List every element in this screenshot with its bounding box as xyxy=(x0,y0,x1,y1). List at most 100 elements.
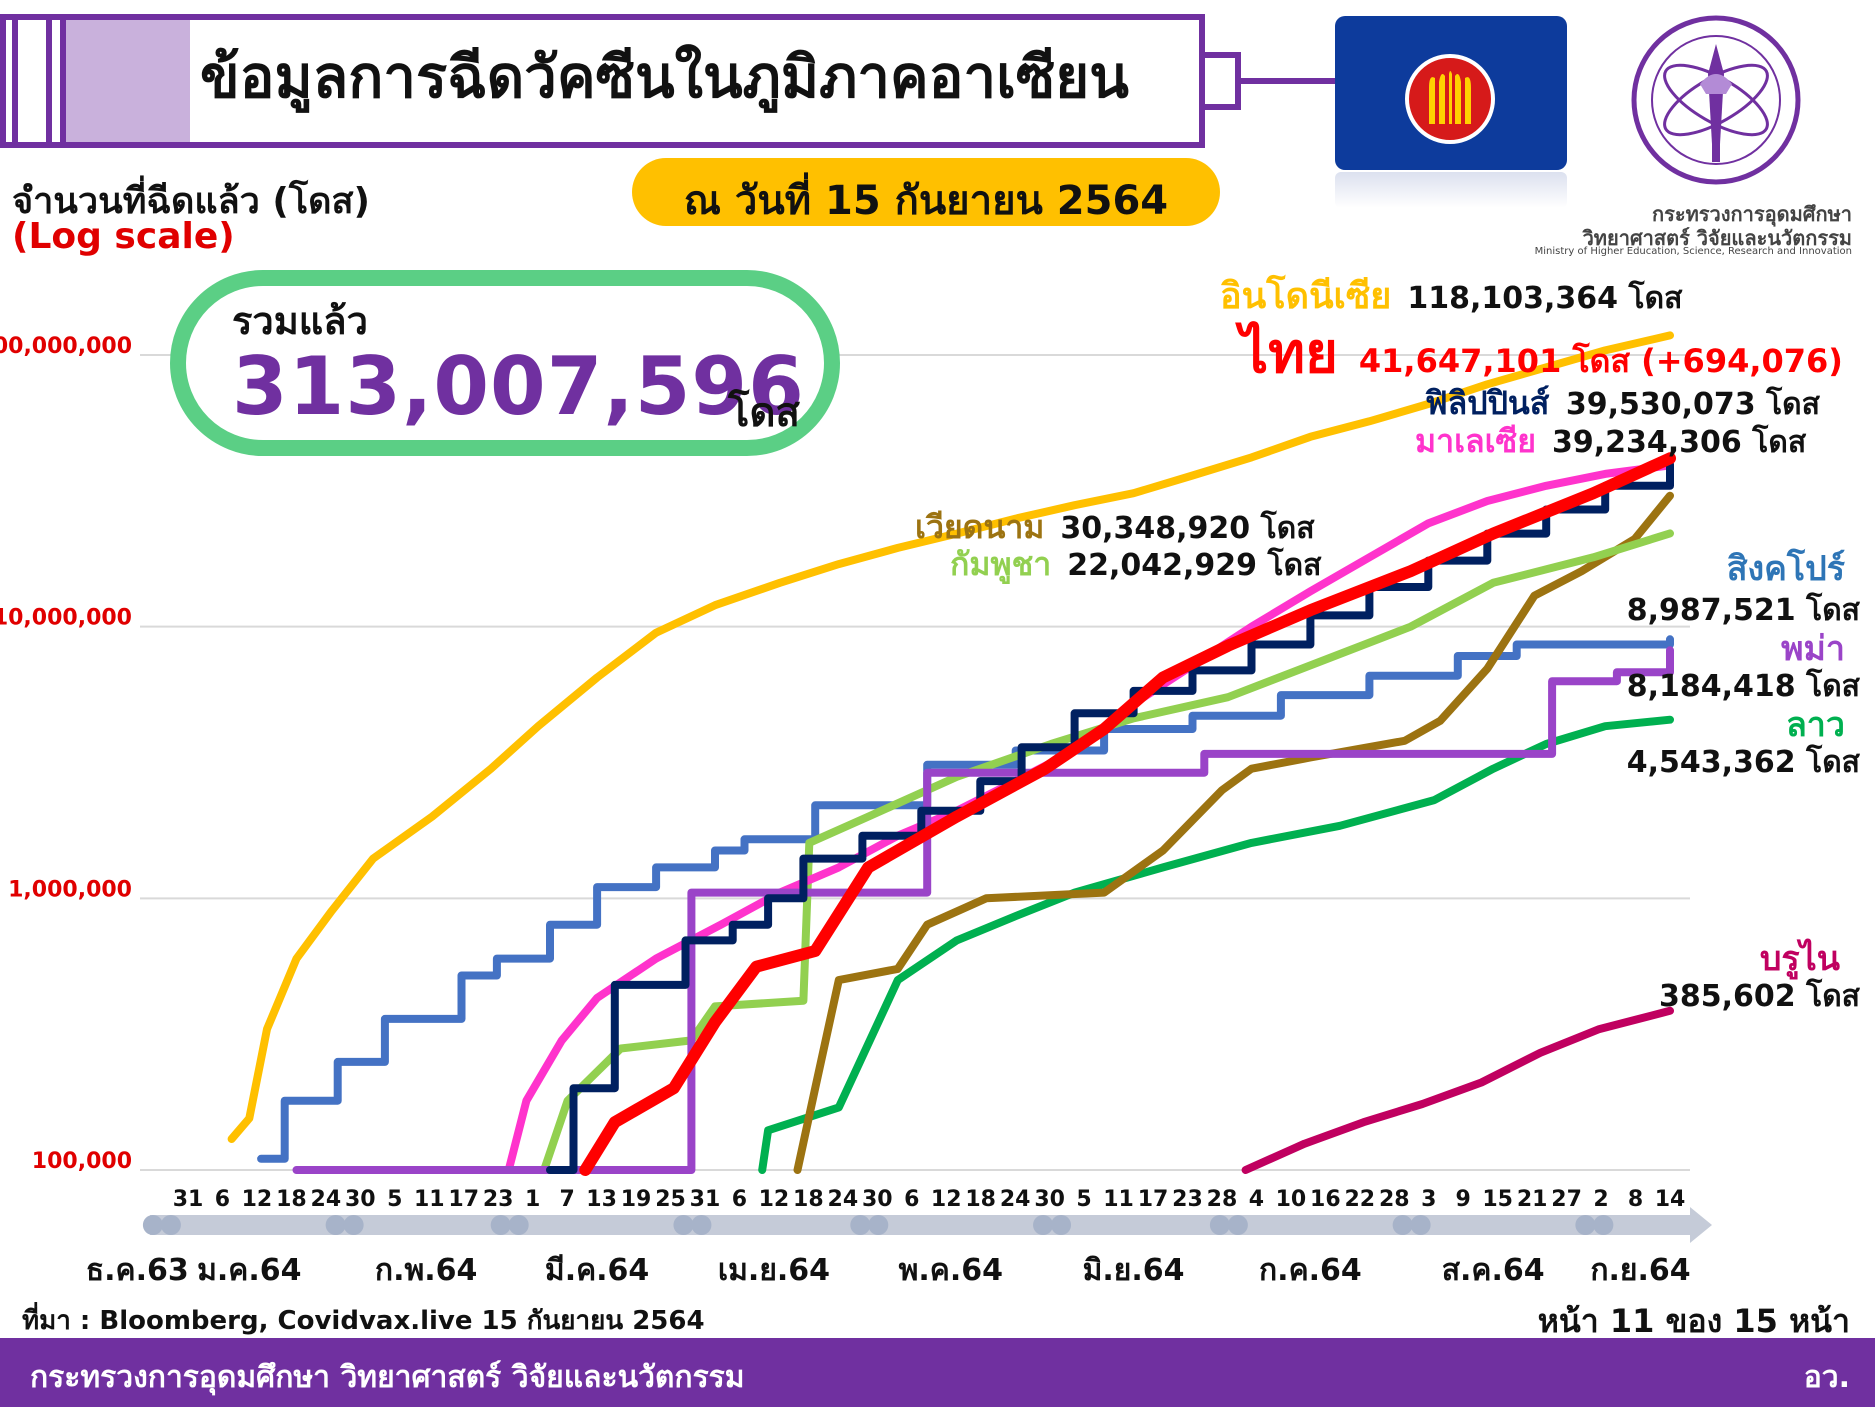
month-label: เม.ย.64 xyxy=(718,1253,830,1288)
month-divider-dot xyxy=(691,1215,712,1235)
syringe-plunger xyxy=(0,14,18,148)
page-number: หน้า 11 ของ 15 หน้า xyxy=(1537,1302,1850,1340)
x-tick-label: 12 xyxy=(931,1187,962,1212)
month-divider-dot xyxy=(508,1215,529,1235)
series-name-label: อินโดนีเซีย xyxy=(1220,274,1391,317)
x-tick-label: 15 xyxy=(1482,1187,1513,1212)
x-tick-label: 9 xyxy=(1456,1187,1471,1212)
month-divider-dot xyxy=(160,1215,181,1235)
series-line xyxy=(1241,1006,1674,1174)
x-tick-label: 31 xyxy=(173,1187,204,1212)
month-label: ก.พ.64 xyxy=(375,1253,477,1288)
y-axis-label: จำนวนที่ฉีดแล้ว (โดส) xyxy=(12,181,370,222)
month-label: มิ.ย.64 xyxy=(1083,1253,1185,1288)
series-value-label: 39,530,073 โดส xyxy=(1566,385,1821,422)
month-label: มี.ค.64 xyxy=(545,1253,649,1288)
x-tick-label: 28 xyxy=(1207,1187,1238,1212)
footer-abbr: อว. xyxy=(1803,1360,1850,1395)
x-tick-label: 28 xyxy=(1379,1187,1410,1212)
x-axis-arrow xyxy=(150,1207,1712,1243)
month-divider-dot xyxy=(850,1215,871,1235)
syringe-tip xyxy=(1205,52,1241,110)
month-divider-dot xyxy=(343,1215,364,1235)
month-divider-dot xyxy=(1410,1215,1431,1235)
x-tick-label: 27 xyxy=(1551,1187,1582,1212)
x-tick-label: 22 xyxy=(1345,1187,1376,1212)
series-value-label: 8,987,521 โดส xyxy=(1627,591,1861,628)
series-line xyxy=(292,646,1674,1174)
x-tick-label: 17 xyxy=(1138,1187,1169,1212)
x-tick-label: 30 xyxy=(862,1187,893,1212)
series-value-label: 39,234,306 โดส xyxy=(1552,423,1807,460)
x-tick-label: 25 xyxy=(655,1187,686,1212)
page-title: ข้อมูลการฉีดวัคซีนในภูมิภาคอาเซียน xyxy=(200,43,1129,111)
ministry-logo-icon xyxy=(1631,15,1801,185)
series-line xyxy=(540,529,1674,1174)
syringe-plunger-inner xyxy=(46,14,66,148)
x-tick-label: 16 xyxy=(1310,1187,1341,1212)
series-name-label: พม่า xyxy=(1781,629,1845,669)
date-badge xyxy=(632,158,1220,226)
total-unit: โดส xyxy=(728,390,800,436)
footer-org: กระทรวงการอุดมศึกษา วิทยาศาสตร์ วิจัยและ… xyxy=(30,1360,745,1395)
x-tick-label: 24 xyxy=(311,1187,342,1212)
y-axis-scale-label: (Log scale) xyxy=(12,216,235,257)
x-tick-label: 1 xyxy=(525,1187,540,1212)
x-tick-label: 21 xyxy=(1517,1187,1548,1212)
month-label: ส.ค.64 xyxy=(1442,1253,1545,1288)
series-name-label: บรูไน xyxy=(1760,938,1840,980)
month-divider-dot xyxy=(1051,1215,1072,1235)
asean-flag-reflection xyxy=(1335,172,1567,208)
month-divider-dot xyxy=(868,1215,889,1235)
total-label: รวมแล้ว xyxy=(232,299,368,343)
series-value-label: 4,543,362 โดส xyxy=(1627,743,1861,780)
x-tick-label: 4 xyxy=(1249,1187,1264,1212)
series-line xyxy=(257,635,1674,1163)
source-note: ที่มา : Bloomberg, Covidvax.live 15 กันย… xyxy=(22,1306,705,1336)
x-tick-label: 30 xyxy=(1034,1187,1065,1212)
title-banner xyxy=(0,14,1205,148)
syringe-needle xyxy=(1240,78,1335,84)
series-name-label: มาเลเซีย xyxy=(1415,422,1536,460)
date-text: ณ วันที่ 15 กันยายน 2564 xyxy=(683,178,1169,224)
ministry-caption-line2: วิทยาศาสตร์ วิจัยและนวัตกรรม xyxy=(1582,226,1852,250)
x-tick-label: 11 xyxy=(1103,1187,1134,1212)
y-tick-label: 100,000,000 xyxy=(0,334,132,359)
x-tick-label: 5 xyxy=(387,1187,402,1212)
series-line xyxy=(793,491,1674,1174)
x-tick-label: 2 xyxy=(1593,1187,1608,1212)
asean-emblem-icon xyxy=(1429,71,1471,124)
month-divider-dot xyxy=(1392,1215,1413,1235)
x-tick-label: 19 xyxy=(621,1187,652,1212)
series-value-label: 385,602 โดส xyxy=(1659,977,1861,1014)
series-value-label: 8,184,418 โดส xyxy=(1627,667,1861,704)
ministry-caption-en: Ministry of Higher Education, Science, R… xyxy=(1534,246,1852,257)
series-name-label: ลาว xyxy=(1786,705,1845,745)
x-tick-label: 23 xyxy=(1172,1187,1203,1212)
x-tick-label: 6 xyxy=(215,1187,230,1212)
month-divider-dot xyxy=(490,1215,511,1235)
month-label: พ.ค.64 xyxy=(899,1253,1003,1288)
series-value-label: 41,647,101 โดส (+694,076) xyxy=(1359,342,1843,380)
x-tick-label: 24 xyxy=(1000,1187,1031,1212)
month-label: ก.ย.64 xyxy=(1590,1253,1690,1288)
series-value-label: 30,348,920 โดส xyxy=(1060,509,1315,546)
y-tick-label: 10,000,000 xyxy=(0,606,132,631)
series-name-label: ฟิลิปปินส์ xyxy=(1425,384,1550,422)
x-tick-label: 6 xyxy=(732,1187,747,1212)
series-name-label: สิงคโปร์ xyxy=(1727,548,1846,589)
x-tick-label: 24 xyxy=(828,1187,859,1212)
y-tick-label: 100,000 xyxy=(32,1149,132,1174)
month-label: ก.ค.64 xyxy=(1259,1253,1362,1288)
x-tick-label: 17 xyxy=(448,1187,479,1212)
series-value-label: 22,042,929 โดส xyxy=(1067,546,1322,583)
x-tick-label: 14 xyxy=(1655,1187,1686,1212)
x-tick-label: 6 xyxy=(904,1187,919,1212)
x-tick-label: 13 xyxy=(586,1187,617,1212)
series-line xyxy=(579,452,1676,1176)
x-tick-label: 23 xyxy=(483,1187,514,1212)
month-divider-dot xyxy=(1575,1215,1596,1235)
x-tick-label: 31 xyxy=(690,1187,721,1212)
month-label: ธ.ค.63 xyxy=(86,1253,189,1288)
series-name-label: ไทย xyxy=(1235,320,1338,386)
